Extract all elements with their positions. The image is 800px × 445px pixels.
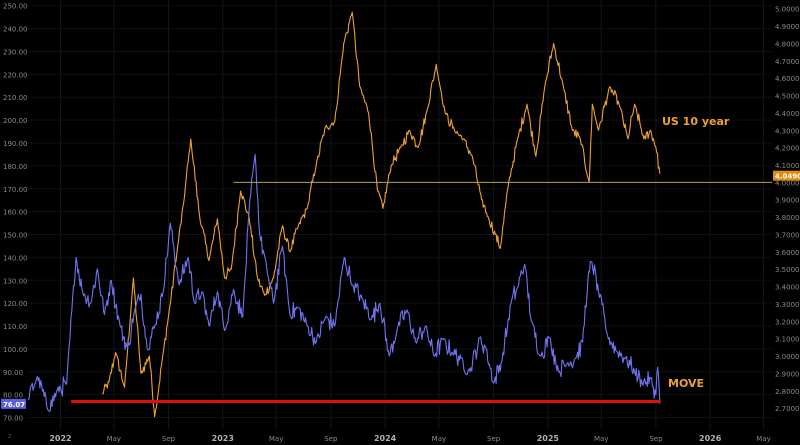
left-tick-label: 110.00 — [3, 323, 28, 331]
right-tick-label: 2.7000 — [775, 405, 800, 413]
right-tick-label: 4.7000 — [775, 58, 800, 66]
left-tick-label: 160.00 — [3, 209, 28, 217]
time-tick-label: May — [269, 435, 283, 443]
right-tick-label: 4.0000 — [775, 179, 800, 187]
right-tick-label: 3.1000 — [775, 336, 800, 344]
left-tick-label: 70.00 — [3, 415, 23, 423]
right-tick-label: 4.3000 — [775, 127, 800, 135]
right-axis-panel — [772, 0, 800, 445]
time-tick-label: 2024 — [374, 434, 397, 443]
right-tick-label: 4.9000 — [775, 23, 800, 31]
left-tick-label: 180.00 — [3, 163, 28, 171]
left-last-value-label: 76.07 — [3, 401, 25, 409]
right-tick-label: 4.2000 — [775, 145, 800, 153]
right-tick-label: 4.8000 — [775, 40, 800, 48]
left-last-value-badge — [1, 398, 26, 409]
left-tick-label: 240.00 — [3, 26, 28, 34]
right-tick-label: 3.8000 — [775, 214, 800, 222]
right-tick-label: 3.2000 — [775, 318, 800, 326]
left-tick-label: 100.00 — [3, 346, 28, 354]
right-tick-label: 5.0000 — [775, 6, 800, 14]
left-tick-label: 190.00 — [3, 140, 28, 148]
corner-marker: Z — [8, 434, 12, 440]
time-tick-label: Sep — [487, 435, 501, 443]
time-tick-label: May — [594, 435, 608, 443]
right-last-value-badge — [773, 170, 800, 181]
right-tick-label: 3.7000 — [775, 231, 800, 239]
time-tick-label: 2022 — [49, 434, 71, 443]
left-tick-label: 120.00 — [3, 300, 28, 308]
time-tick-label: Sep — [324, 435, 338, 443]
right-tick-label: 4.6000 — [775, 75, 800, 83]
right-axis: 5.0000 4.9000 4.8000 4.7000 4.6000 4.5000 4.40… — [772, 0, 800, 445]
left-axis-panel — [0, 0, 28, 445]
left-tick-label: 150.00 — [3, 232, 28, 240]
right-tick-label: 3.6000 — [775, 249, 800, 257]
series-line-move — [27, 153, 661, 412]
left-tick-label: 250.00 — [3, 3, 28, 11]
reference-lines — [71, 181, 772, 404]
right-tick-label: 4.4000 — [775, 110, 800, 118]
time-axis-panel — [0, 429, 800, 445]
series-line-us-10-year — [101, 11, 661, 418]
left-tick-label: 90.00 — [3, 369, 23, 377]
time-tick-label: Sep — [162, 435, 176, 443]
time-tick-label: 2023 — [212, 434, 234, 443]
left-tick-label: 80.00 — [3, 392, 23, 400]
left-axis: 250.00 240.00 230.00 220.00 210.00 200.00 190.… — [0, 0, 28, 445]
left-tick-label: 200.00 — [3, 117, 28, 125]
right-tick-label: 2.9000 — [775, 370, 800, 378]
time-tick-label: 2026 — [699, 434, 722, 443]
time-tick-label: 2025 — [537, 434, 560, 443]
right-tick-label: 3.5000 — [775, 266, 800, 274]
move-annotation: MOVE — [668, 377, 704, 390]
left-tick-label: 170.00 — [3, 186, 28, 194]
time-tick-label: May — [756, 435, 770, 443]
right-last-value-label: 4.0490 — [775, 173, 800, 181]
left-tick-label: 130.00 — [3, 277, 28, 285]
right-tick-label: 4.1000 — [775, 162, 800, 170]
us10y-annotation: US 10 year — [662, 115, 730, 128]
gridlines — [28, 0, 772, 429]
right-tick-label: 3.9000 — [775, 197, 800, 205]
time-tick-label: May — [432, 435, 446, 443]
right-tick-label: 2.8000 — [775, 388, 800, 396]
time-axis: 2022 May Sep 2023 May Sep 2024 May Sep 2025 May Sep… — [0, 429, 800, 445]
right-tick-label: 3.4000 — [775, 284, 800, 292]
right-tick-label: 4.5000 — [775, 93, 800, 101]
left-tick-label: 230.00 — [3, 48, 28, 56]
series-layer — [27, 11, 661, 418]
time-tick-label: May — [107, 435, 121, 443]
time-tick-label: Sep — [649, 435, 663, 443]
left-tick-label: 140.00 — [3, 254, 28, 262]
right-tick-label: 3.0000 — [775, 353, 800, 361]
left-tick-label: 210.00 — [3, 94, 28, 102]
left-tick-label: 220.00 — [3, 71, 28, 79]
right-tick-label: 3.3000 — [775, 301, 800, 309]
